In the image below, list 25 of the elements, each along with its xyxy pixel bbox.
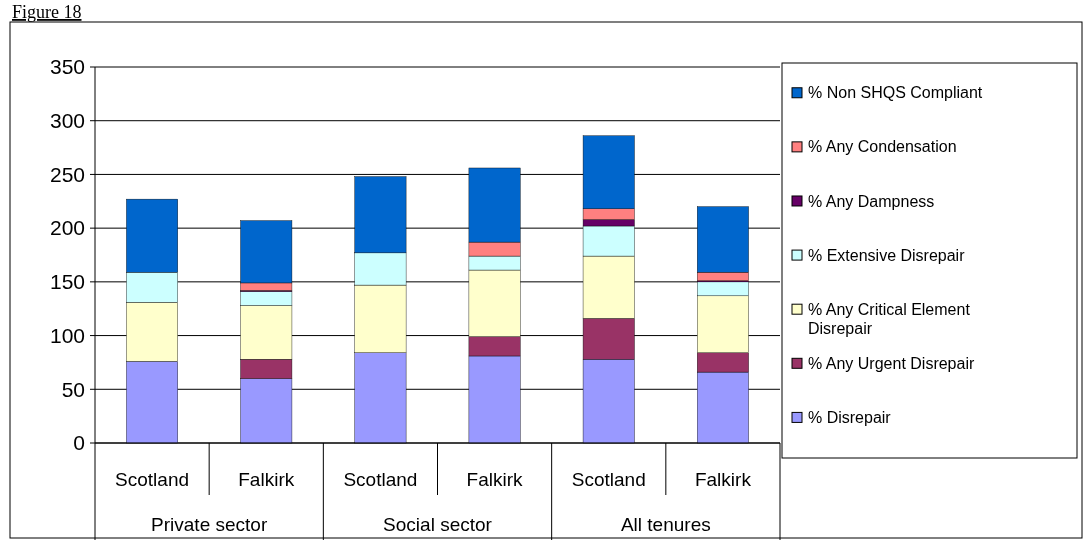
y-tick-label: 150 [49,270,85,294]
y-tick-label: 0 [73,431,85,455]
y-tick-label: 50 [61,377,85,401]
x-tick-label: Scotland [115,468,190,490]
legend-label: % Any Critical Element Disrepair [808,300,971,337]
legend-label: % Non SHQS Compliant [808,84,983,102]
x-tick-label: Falkirk [238,468,295,490]
text: Private sector [151,513,268,535]
chart-title: Figure 18 [12,2,82,22]
y-tick-label: 250 [49,162,85,186]
x-tick-label: Scotland [343,468,418,490]
text: All tenures [620,513,711,535]
y-tick-label: 200 [49,216,85,240]
x-tick-label: Falkirk [694,468,752,490]
legend-label: % Any Urgent Disrepair [808,354,975,372]
legend-label: % Any Condensation [808,138,957,156]
legend-label: % Disrepair [808,409,892,427]
y-tick-label: 100 [49,323,85,347]
y-tick-label: 350 [49,55,85,79]
text: Social sector [383,513,493,535]
x-tick-label: Scotland [571,468,646,490]
y-tick-label: 300 [49,109,85,133]
legend-label: % Extensive Disrepair [808,246,966,264]
x-tick-label: Falkirk [466,468,524,490]
legend-label: % Any Dampness [808,192,935,210]
